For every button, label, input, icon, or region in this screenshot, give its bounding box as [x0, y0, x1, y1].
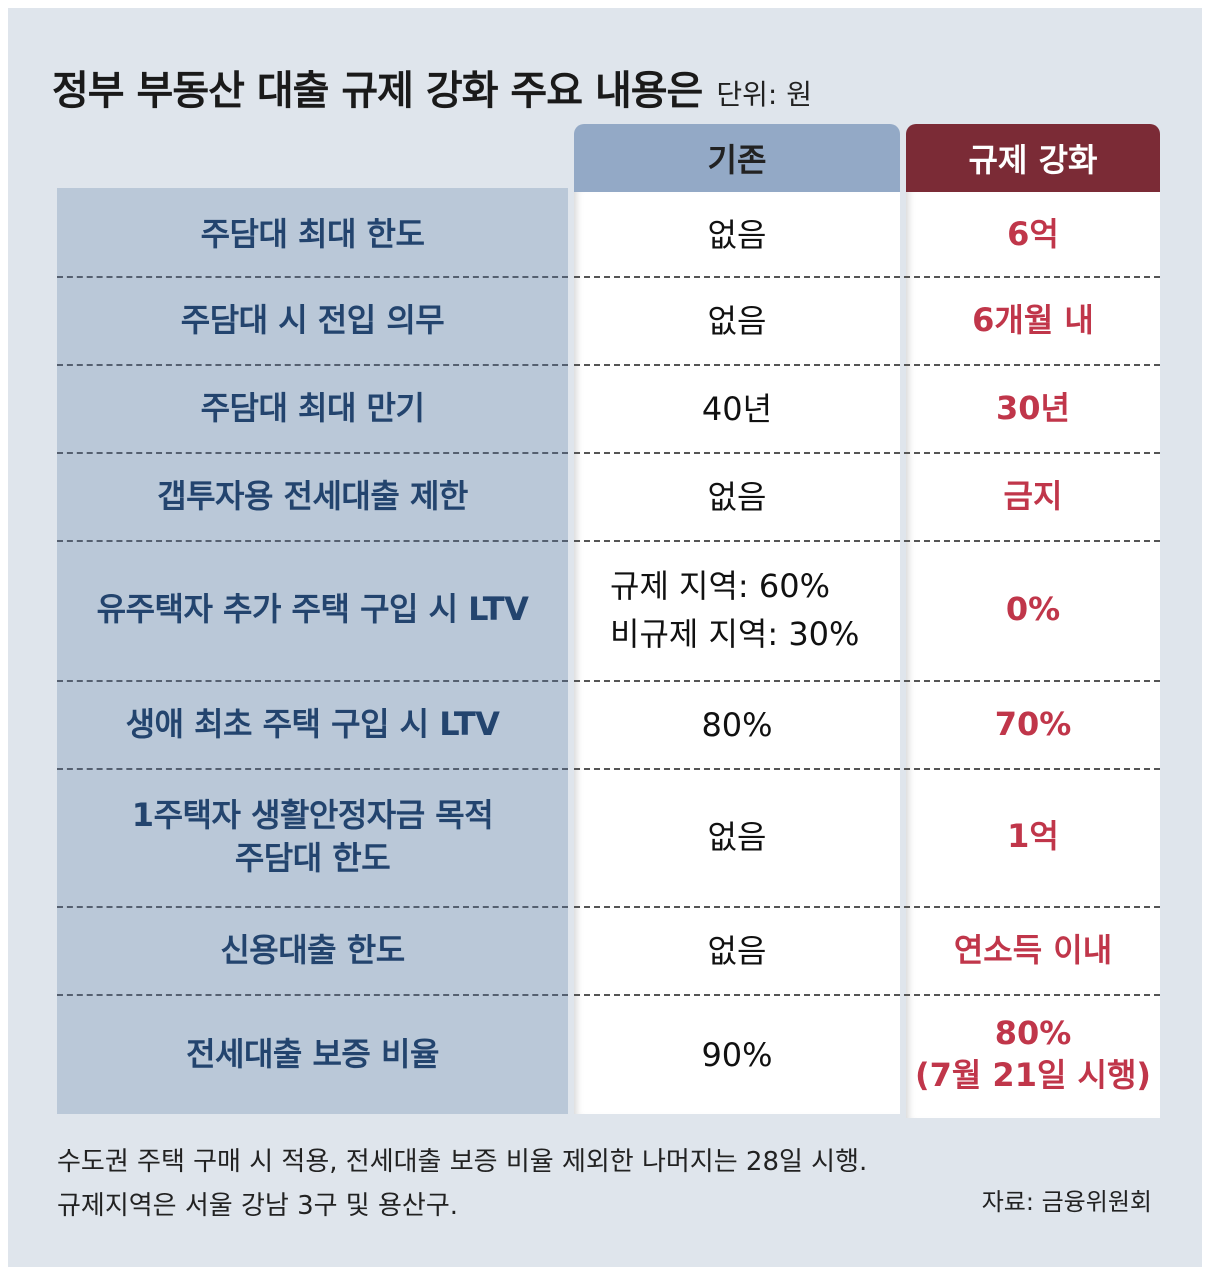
table-row: 전세대출 보증 비율 90% 80% (7월 21일 시행)	[57, 996, 1160, 1114]
footnote-line: 규제지역은 서울 강남 3구 및 용산구.	[57, 1191, 459, 1221]
new-value-line: 80%	[994, 1014, 1072, 1053]
label-column-bg	[57, 188, 568, 1114]
table-row: 신용대출 한도 없음 연소득 이내	[57, 908, 1160, 994]
page-title: 정부 부동산 대출 규제 강화 주요 내용은	[52, 68, 703, 114]
old-value-line: 비규제 지역: 30%	[610, 615, 860, 653]
new-value: 금지	[1003, 477, 1063, 516]
row-label: 신용대출 한도	[220, 931, 405, 970]
table-row: 1주택자 생활안정자금 목적 주담대 한도 없음 1억	[57, 770, 1160, 904]
row-label: 전세대출 보증 비율	[186, 1035, 439, 1074]
old-value: 없음	[707, 932, 767, 970]
new-value: 6개월 내	[972, 301, 1094, 340]
table-row: 주담대 시 전입 의무 없음 6개월 내	[57, 278, 1160, 364]
row-label: 1주택자 생활안정자금 목적 주담대 한도	[57, 770, 568, 904]
table-row: 주담대 최대 한도 없음 6억	[57, 192, 1160, 278]
old-column-bg	[574, 192, 900, 1114]
new-value: 0%	[1005, 590, 1061, 629]
old-value: 90%	[701, 1036, 773, 1074]
old-value: 없음	[707, 302, 767, 340]
header-old: 기존	[574, 124, 900, 192]
footnote-line: 수도권 주택 구매 시 적용, 전세대출 보증 비율 제외한 나머지는 28일 …	[57, 1147, 868, 1177]
old-value-line: 규제 지역: 60%	[610, 567, 831, 605]
table-row: 갭투자용 전세대출 제한 없음 금지	[57, 454, 1160, 540]
old-value: 40년	[701, 390, 773, 428]
title-row: 정부 부동산 대출 규제 강화 주요 내용은 단위: 원	[52, 58, 812, 118]
unit-label: 단위: 원	[716, 78, 812, 111]
new-value: 연소득 이내	[953, 931, 1113, 970]
old-value: 80%	[701, 706, 773, 744]
new-value: 70%	[994, 705, 1072, 744]
row-label-line: 1주택자 생활안정자금 목적	[131, 795, 494, 834]
new-value: 30년	[996, 389, 1070, 428]
row-label: 유주택자 추가 주택 구입 시 LTV	[96, 590, 529, 629]
source-credit: 자료: 금융위원회	[981, 1188, 1152, 1216]
row-label: 주담대 시 전입 의무	[180, 301, 445, 340]
table-row: 생애 최초 주택 구입 시 LTV 80% 70%	[57, 682, 1160, 768]
row-label: 주담대 최대 한도	[200, 215, 425, 254]
row-label: 갭투자용 전세대출 제한	[157, 477, 468, 516]
new-value: 6억	[1007, 215, 1059, 254]
table-row: 유주택자 추가 주택 구입 시 LTV 규제 지역: 60% 비규제 지역: 3…	[57, 542, 1160, 678]
old-value: 규제 지역: 60% 비규제 지역: 30%	[574, 542, 900, 678]
new-value-line: (7월 21일 시행)	[914, 1056, 1152, 1094]
new-column-bg	[906, 192, 1160, 1118]
row-label: 생애 최초 주택 구입 시 LTV	[125, 705, 500, 744]
old-value: 없음	[707, 818, 767, 856]
row-label: 주담대 최대 만기	[200, 389, 425, 428]
footnote: 수도권 주택 구매 시 적용, 전세대출 보증 비율 제외한 나머지는 28일 …	[57, 1140, 867, 1228]
table-row: 주담대 최대 만기 40년 30년	[57, 366, 1160, 452]
row-label-line: 주담대 한도	[234, 839, 391, 877]
old-value: 없음	[707, 478, 767, 516]
header-new: 규제 강화	[906, 124, 1160, 192]
old-value: 없음	[707, 216, 767, 254]
new-value: 80% (7월 21일 시행)	[906, 996, 1160, 1114]
new-value: 1억	[1007, 817, 1059, 856]
